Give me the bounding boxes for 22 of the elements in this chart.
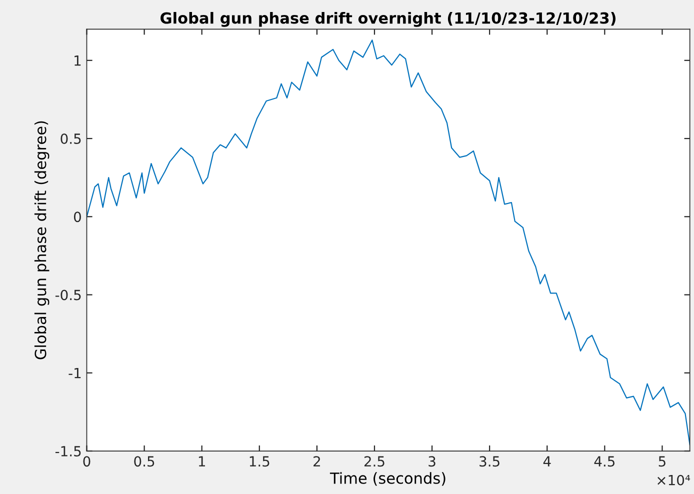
y-tick-label: -1 xyxy=(68,368,81,378)
y-tick-label: 0 xyxy=(74,212,81,222)
y-tick-label: -0.5 xyxy=(55,290,81,300)
chart-title: Global gun phase drift overnight (11/10/23-12/10/23) xyxy=(160,12,616,27)
x-axis-title: Time (seconds) xyxy=(330,472,446,486)
y-tick-label: -1.5 xyxy=(55,446,81,456)
x-tick-label: 0.5 xyxy=(134,456,154,467)
x-tick-label: 2 xyxy=(314,456,320,466)
x-tick-label: 3 xyxy=(428,456,436,467)
x-tick-label: 4 xyxy=(543,456,551,466)
x-tick-label: 1.5 xyxy=(250,456,270,467)
y-axis-title: Global gun phase drift (degree) xyxy=(34,121,50,360)
x-tick-label: 2.5 xyxy=(364,456,384,467)
y-tick-label: 0.5 xyxy=(60,133,81,144)
x-tick-label: 4.5 xyxy=(594,456,614,467)
x-tick-label: 5 xyxy=(658,456,666,467)
x-tick-label: 3.5 xyxy=(480,456,500,467)
x-tick-label: 1 xyxy=(198,456,205,466)
y-tick-label: 1 xyxy=(74,56,81,66)
x-tick-label: 0 xyxy=(83,456,90,467)
text: ×10⁴ xyxy=(658,474,690,486)
line-series xyxy=(86,40,690,446)
